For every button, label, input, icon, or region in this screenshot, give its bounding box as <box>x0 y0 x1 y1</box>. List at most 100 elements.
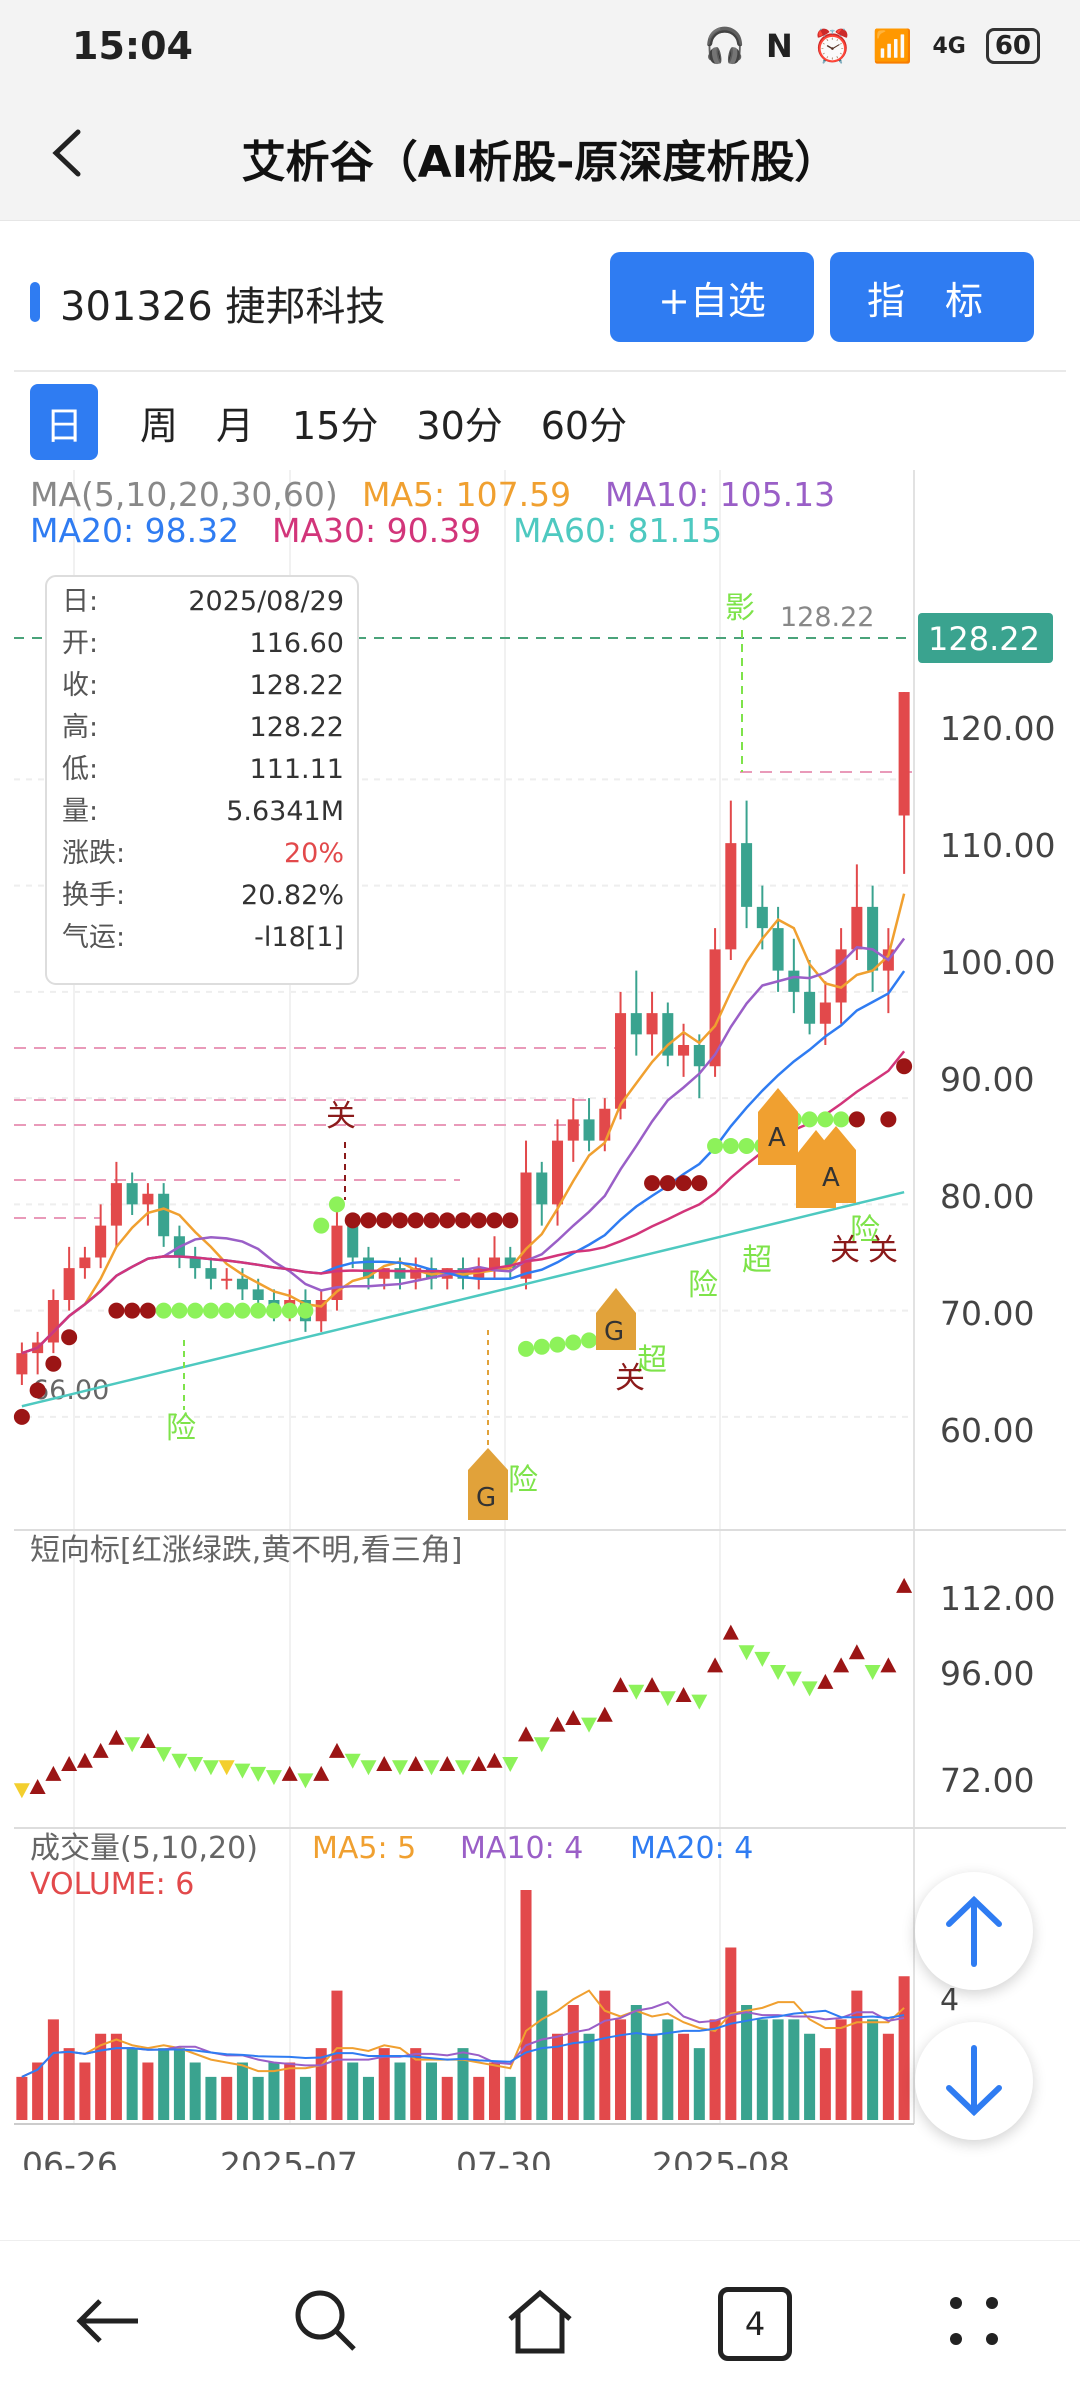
indicator-triangle <box>502 1757 519 1772</box>
annotations: 影 关 险 险 险 险 超 超 关 关 关 G G A A <box>166 591 898 1520</box>
annotation-xian: 险 <box>688 1268 718 1303</box>
signal-dot <box>439 1212 456 1229</box>
volume-ma20-line <box>21 2009 905 2078</box>
scroll-up-button[interactable] <box>915 1872 1033 1990</box>
candle-body <box>47 1300 59 1343</box>
network-type: 4G <box>932 33 966 59</box>
signal-dot <box>518 1340 535 1357</box>
signal-dot <box>13 1408 30 1425</box>
volume-value: VOLUME: 6 <box>30 1867 194 1902</box>
signal-dot <box>234 1302 251 1319</box>
a-signal-label: A <box>768 1123 786 1153</box>
candle-body <box>189 1257 201 1269</box>
g-signal-marker <box>596 1288 636 1350</box>
signal-dot <box>202 1302 219 1319</box>
volume-bar <box>488 2062 501 2120</box>
candle-body <box>772 928 784 971</box>
tab-60min[interactable]: 60分 <box>540 403 628 448</box>
signal-dot <box>155 1302 172 1319</box>
indicator-triangle <box>612 1677 629 1693</box>
kline-chart[interactable]: MA(5,10,20,30,60) MA5: 107.59 MA10: 105.… <box>0 470 1080 2184</box>
candle-body <box>16 1353 28 1375</box>
candle-body <box>599 1108 611 1141</box>
ma5-line <box>21 893 906 1355</box>
menu-dots-icon[interactable] <box>934 2281 1014 2361</box>
indicator-tick: 96.00 <box>940 1654 1034 1693</box>
volume-bar <box>252 2076 264 2120</box>
add-watchlist-button[interactable]: +自选 <box>610 252 814 342</box>
signal-dot <box>218 1302 235 1319</box>
info-key: 日: <box>62 586 98 617</box>
candle-body <box>835 949 847 1003</box>
signal-dot <box>707 1137 724 1154</box>
volume-bar <box>95 2033 107 2120</box>
candle-body <box>205 1268 217 1279</box>
volume-bar <box>410 2048 422 2120</box>
signal-dot <box>455 1212 471 1229</box>
signal-dot <box>360 1212 377 1229</box>
annotation-chao: 超 <box>742 1243 772 1278</box>
volume-bar <box>110 2033 122 2120</box>
nfc-icon: N <box>765 27 793 65</box>
signal-dot <box>45 1355 62 1372</box>
tab-30min[interactable]: 30分 <box>416 403 503 448</box>
indicator-triangle <box>738 1645 755 1661</box>
indicator-triangle <box>785 1671 802 1687</box>
volume-bar <box>756 2019 768 2120</box>
candle-body <box>662 1013 674 1056</box>
signal-dot <box>486 1212 503 1229</box>
candle-body <box>741 843 753 907</box>
volume-bar <box>236 2062 248 2120</box>
tab-day[interactable]: 日 <box>30 384 98 460</box>
tab-month[interactable]: 月 <box>216 403 255 448</box>
candle-body <box>819 1002 831 1024</box>
indicator-triangle <box>171 1753 188 1769</box>
annotation-xian: 险 <box>508 1463 538 1498</box>
ma5-legend: MA5: 107.59 <box>362 475 571 514</box>
indicator-triangle <box>13 1783 30 1799</box>
indicator-triangle <box>486 1752 503 1768</box>
search-icon[interactable] <box>286 2281 366 2361</box>
indicator-triangle <box>265 1770 282 1786</box>
indicator-triangle <box>61 1756 78 1771</box>
candle-body <box>583 1119 595 1141</box>
price-tick: 120.00 <box>940 709 1055 748</box>
volume-bar <box>788 2019 800 2120</box>
back-arrow-icon[interactable] <box>36 118 106 188</box>
indicator-button[interactable]: 指 标 <box>830 252 1034 342</box>
indicator-triangle <box>770 1665 787 1680</box>
chart-area[interactable]: MA(5,10,20,30,60) MA5: 107.59 MA10: 105.… <box>0 470 1080 2184</box>
info-value: 5.6341M <box>226 796 344 827</box>
indicator-triangle <box>880 1657 897 1673</box>
back-icon[interactable] <box>68 2281 148 2361</box>
indicator-triangle <box>817 1673 834 1689</box>
info-value: 111.11 <box>250 754 344 785</box>
x-tick: 2025-07 <box>220 2145 358 2170</box>
signal-dot <box>533 1338 550 1355</box>
signal-dot <box>738 1137 755 1154</box>
g-signal-marker <box>468 1448 508 1520</box>
home-icon[interactable] <box>500 2281 580 2361</box>
signal-dot <box>391 1212 408 1229</box>
volume-bar <box>646 2033 658 2120</box>
signal-dot <box>265 1302 282 1319</box>
volume-bar <box>221 2076 233 2120</box>
volume-bar <box>47 2019 59 2120</box>
scroll-down-button[interactable] <box>915 2022 1033 2140</box>
signal-dot <box>691 1175 708 1192</box>
ma10-legend: MA10: 105.13 <box>605 475 835 514</box>
indicator-triangle <box>533 1737 550 1753</box>
candle-body <box>362 1257 374 1279</box>
tab-15min[interactable]: 15分 <box>292 403 379 448</box>
volume-bar <box>315 2048 327 2120</box>
indicator-triangle <box>423 1760 440 1776</box>
signal-dot <box>549 1336 566 1353</box>
indicator-triangle <box>281 1765 298 1781</box>
tabs-count-icon[interactable]: 4 <box>718 2287 792 2361</box>
price-tick: 80.00 <box>940 1177 1034 1216</box>
arrow-down-icon <box>946 2045 1002 2117</box>
indicator-triangle <box>470 1756 487 1771</box>
candle-body <box>709 949 721 1067</box>
tab-week[interactable]: 周 <box>140 403 179 448</box>
battery-icon: 60 <box>985 28 1040 64</box>
